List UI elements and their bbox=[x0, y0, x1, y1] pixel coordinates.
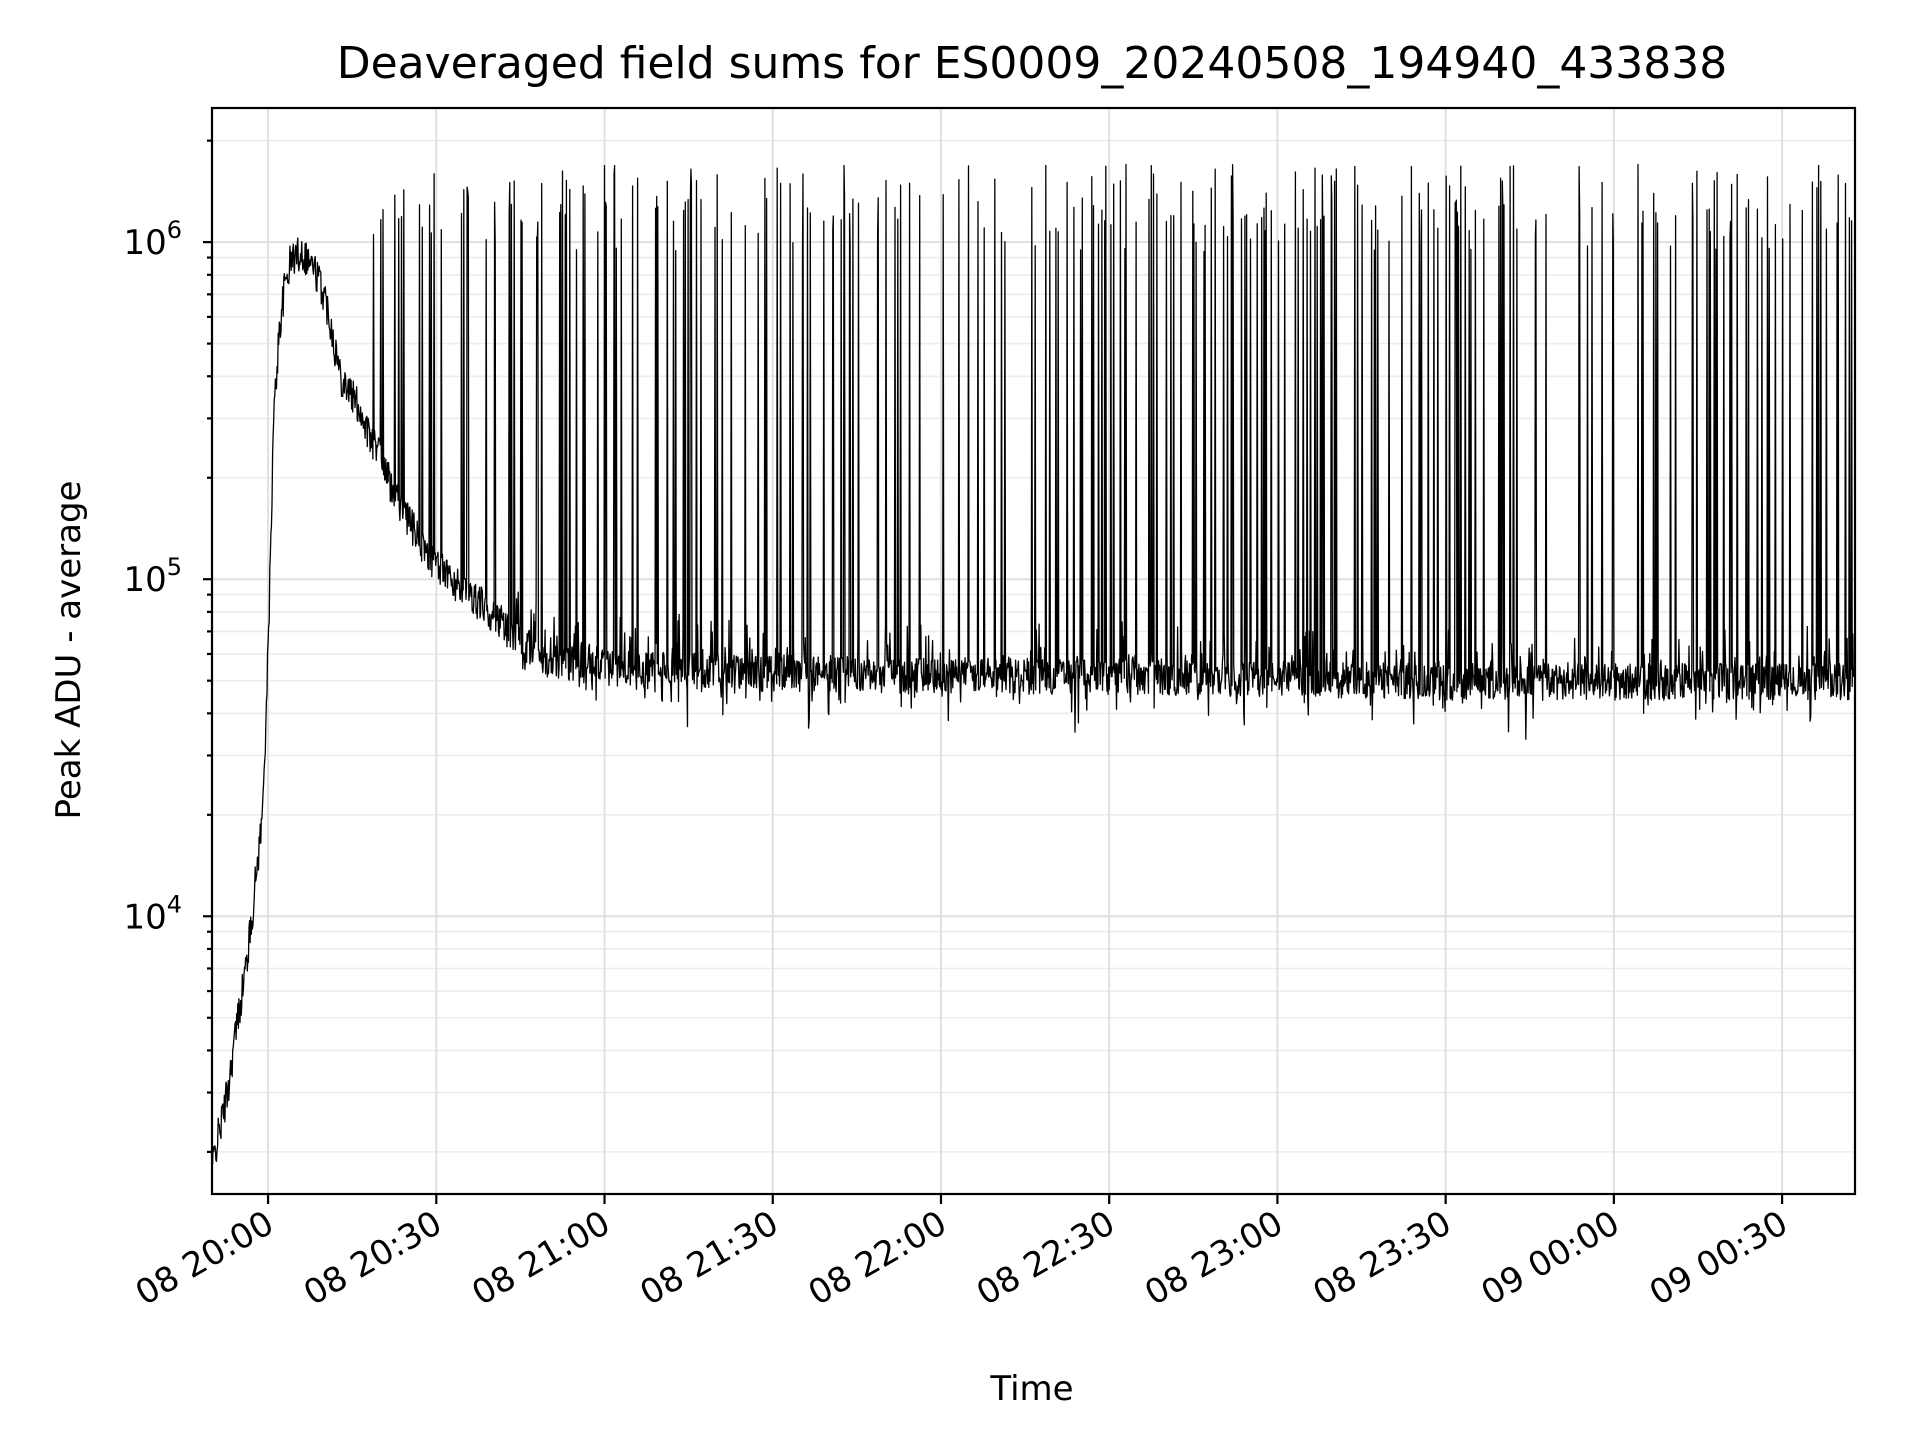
plot-frame bbox=[210, 106, 1857, 1196]
x-tick-label: 08 23:30 bbox=[1306, 1203, 1458, 1314]
x-tick-label: 08 21:30 bbox=[634, 1203, 786, 1314]
y-axis-label: Peak ADU - average bbox=[49, 481, 89, 820]
chart-title: Deaveraged field sums for ES0009_2024050… bbox=[337, 38, 1728, 89]
series-line bbox=[211, 163, 1856, 1165]
x-tick-label: 08 20:30 bbox=[297, 1203, 449, 1314]
y-tick-label: 104 bbox=[123, 890, 182, 937]
series-group bbox=[211, 163, 1856, 1165]
y-tick-exponent: 4 bbox=[167, 890, 182, 918]
grid bbox=[212, 108, 1855, 1194]
x-tick-label: 08 22:30 bbox=[970, 1203, 1122, 1314]
x-tick-label: 09 00:00 bbox=[1475, 1203, 1627, 1314]
y-tick-base: 10 bbox=[123, 897, 166, 937]
x-tick-label: 08 23:00 bbox=[1138, 1203, 1290, 1314]
y-tick-label: 106 bbox=[123, 216, 182, 263]
x-tick-label: 08 20:00 bbox=[129, 1203, 281, 1314]
x-axis-label: Time bbox=[989, 1369, 1073, 1409]
y-tick-exponent: 6 bbox=[167, 216, 182, 244]
y-tick-label: 105 bbox=[123, 553, 182, 600]
x-tick-label: 08 22:00 bbox=[802, 1203, 954, 1314]
x-tick-label: 09 00:30 bbox=[1643, 1203, 1795, 1314]
y-tick-base: 10 bbox=[123, 560, 166, 600]
y-tick-exponent: 5 bbox=[167, 553, 182, 581]
x-axis: 08 20:00 08 20:30 08 21:00 08 21:30 08 22:00… bbox=[129, 1194, 1795, 1314]
y-tick-base: 10 bbox=[123, 223, 166, 263]
x-tick-label: 08 21:00 bbox=[465, 1203, 617, 1314]
